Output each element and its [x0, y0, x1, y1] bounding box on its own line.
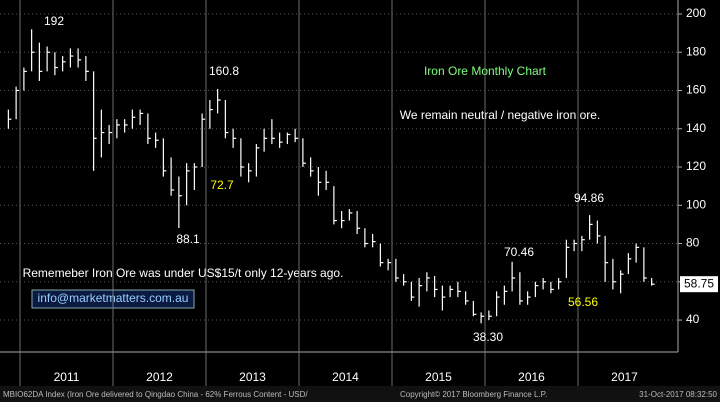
copyright: Copyright© 2017 Bloomberg Finance L.P. [400, 390, 547, 399]
annotation: 56.56 [568, 295, 598, 309]
annotation: 192 [44, 14, 64, 28]
annotation: 160.8 [209, 64, 239, 78]
x-tick-label: 2014 [332, 370, 359, 384]
x-tick-label: 2013 [239, 370, 266, 384]
annotation: 88.1 [176, 232, 200, 246]
x-tick-label: 2016 [518, 370, 545, 384]
timestamp: 31-Oct-2017 08:32:50 [639, 390, 717, 399]
y-tick-label: 80 [686, 236, 700, 250]
y-tick-label: 100 [686, 197, 706, 211]
last-price: 58.75 [684, 276, 714, 290]
annotation: 38.30 [473, 330, 503, 344]
y-tick-label: 120 [686, 159, 706, 173]
annotation: 94.86 [574, 191, 604, 205]
last-price-box [680, 276, 718, 293]
y-tick-label: 140 [686, 121, 706, 135]
x-tick-label: 2012 [146, 370, 173, 384]
x-tick-label: 2011 [54, 370, 80, 384]
y-tick-label: 160 [686, 83, 706, 97]
x-tick-label: 2017 [611, 370, 638, 384]
annotation: 72.7 [210, 178, 234, 192]
annotation: 70.46 [504, 245, 534, 259]
source: MBIO62DA Index (Iron Ore delivered to Qi… [3, 390, 308, 399]
y-tick-label: 40 [686, 312, 700, 326]
x-tick-label: 2015 [425, 370, 452, 384]
y-tick-label: 180 [686, 44, 706, 58]
subtitle: We remain neutral / negative iron ore. [400, 108, 601, 122]
footer-bar [0, 386, 720, 402]
note: Rememeber Iron Ore was under US$15/t onl… [23, 266, 344, 280]
y-tick-label: 200 [686, 6, 706, 20]
